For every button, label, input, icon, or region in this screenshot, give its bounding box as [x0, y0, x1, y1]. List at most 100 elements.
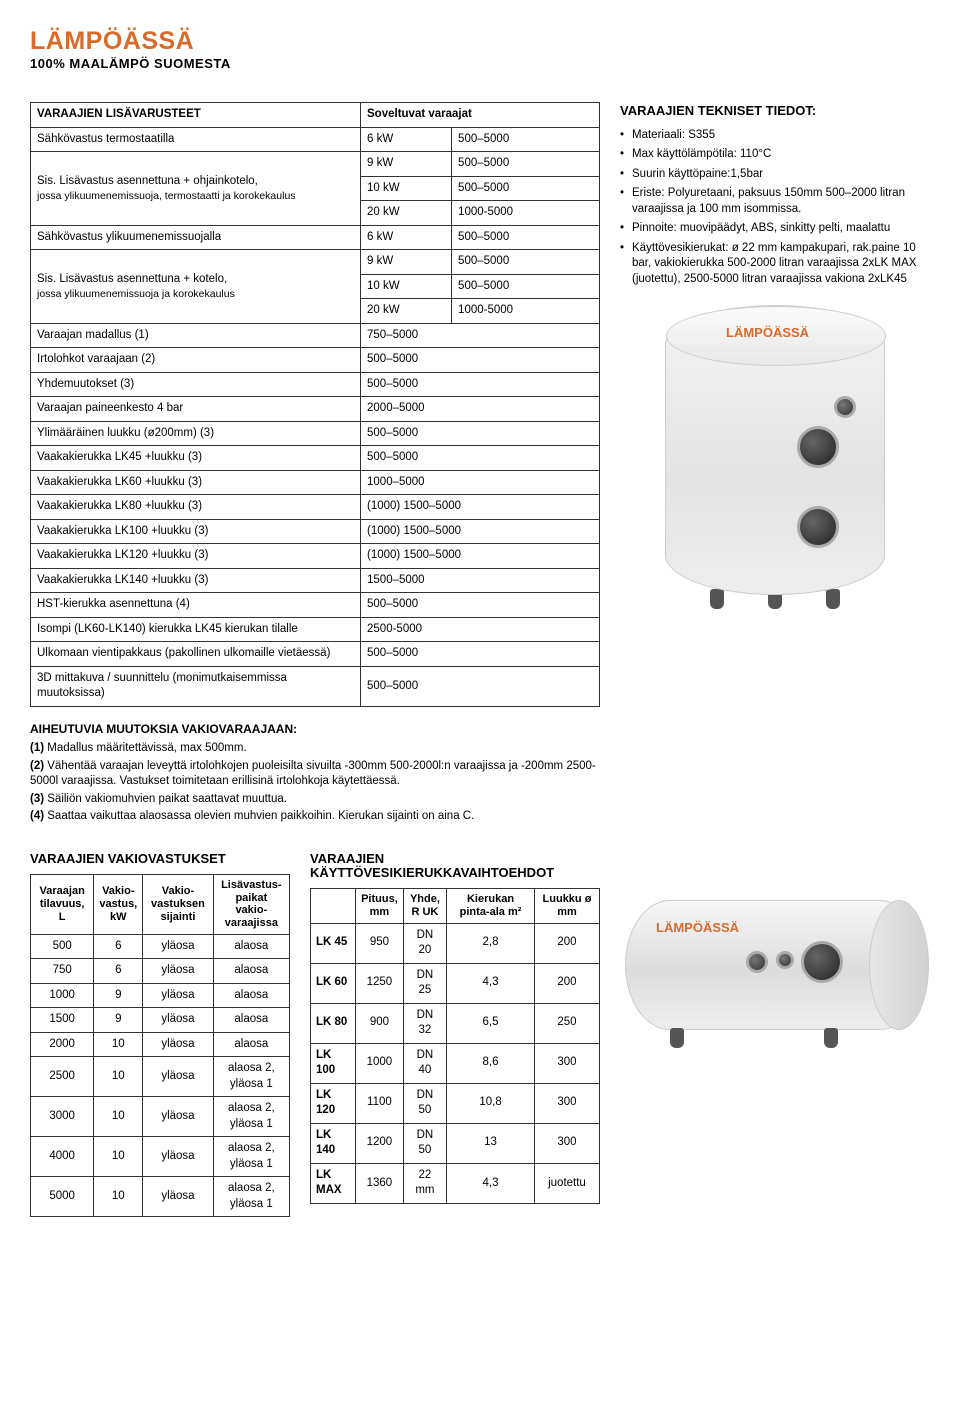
coils-cell: 1360: [356, 1163, 404, 1203]
accessory-label: Vaakakierukka LK80 +luukku (3): [31, 495, 361, 520]
coils-cell: 200: [534, 963, 599, 1003]
stdres-cell: yläosa: [143, 959, 213, 984]
coils-cell: 300: [534, 1123, 599, 1163]
stdres-cell: yläosa: [143, 1137, 213, 1177]
stdres-cell: 1500: [31, 1008, 94, 1033]
tank-h-port-2: [776, 951, 794, 969]
stdres-col: Varaajan tilavuus,L: [31, 875, 94, 935]
stdres-cell: yläosa: [143, 1097, 213, 1137]
coils-cell: LK 120: [311, 1083, 356, 1123]
accessory-kw: 9 kW: [361, 250, 452, 275]
accessory-kw: 9 kW: [361, 152, 452, 177]
stdres-row: 5006yläosaalaosa: [31, 934, 290, 959]
accessory-row: Vaakakierukka LK140 +luukku (3)1500–5000: [31, 568, 600, 593]
stdres-col: Lisävastus-paikat vakio-varaajissa: [213, 875, 289, 935]
stdres-cell: yläosa: [143, 1057, 213, 1097]
accessory-label: 3D mittakuva / suunnittelu (monimutkaise…: [31, 666, 361, 706]
stdres-cell: yläosa: [143, 934, 213, 959]
stdres-cell: 500: [31, 934, 94, 959]
coils-cell: 22 mm: [403, 1163, 446, 1203]
accessory-row: Vaakakierukka LK120 +luukku (3)(1000) 15…: [31, 544, 600, 569]
accessory-row: Vaakakierukka LK45 +luukku (3)500–5000: [31, 446, 600, 471]
stdres-cell: 6: [94, 959, 143, 984]
coils-cell: DN 40: [403, 1043, 446, 1083]
spec-item: Materiaali: S355: [620, 128, 930, 144]
stdres-row: 10009yläosaalaosa: [31, 983, 290, 1008]
coils-cell: 1250: [356, 963, 404, 1003]
coils-cell: LK 100: [311, 1043, 356, 1083]
coils-cell: LK 80: [311, 1003, 356, 1043]
accessory-label: Vaakakierukka LK100 +luukku (3): [31, 519, 361, 544]
coils-cell: 1200: [356, 1123, 404, 1163]
upper-section: VARAAJIEN LISÄVARUSTEET Soveltuvat varaa…: [30, 102, 930, 827]
tank-port-big-2: [797, 506, 839, 548]
coils-row: LK 1401200DN 5013300: [311, 1123, 600, 1163]
coils-row: LK 80900DN 326,5250: [311, 1003, 600, 1043]
stdres-row: 250010yläosaalaosa 2, yläosa 1: [31, 1057, 290, 1097]
accessory-row: Ylimääräinen luukku (ø200mm) (3)500–5000: [31, 421, 600, 446]
std-resistors-column: VARAAJIEN VAKIOVASTUKSET Varaajan tilavu…: [30, 852, 290, 1218]
coils-cell: LK 45: [311, 923, 356, 963]
accessory-row: Varaajan madallus (1)750–5000: [31, 323, 600, 348]
accessory-label: Vaakakierukka LK45 +luukku (3): [31, 446, 361, 471]
accessory-kw: 6 kW: [361, 225, 452, 250]
tank-brand: LÄMPÖÄSSÄ: [726, 324, 809, 342]
accessory-row: Varaajan paineenkesto 4 bar2000–5000: [31, 397, 600, 422]
accessory-value: 750–5000: [361, 323, 600, 348]
accessory-range: 500–5000: [452, 225, 600, 250]
spec-list: Materiaali: S355Max käyttölämpötila: 110…: [620, 128, 930, 288]
coils-col: [311, 889, 356, 923]
stdres-cell: alaosa 2, yläosa 1: [213, 1097, 289, 1137]
accessory-row: Yhdemuutokset (3)500–5000: [31, 372, 600, 397]
note-line: (1) Madallus määritettävissä, max 500mm.: [30, 741, 600, 757]
tank-vertical-graphic: LÄMPÖÄSSÄ: [665, 305, 885, 609]
coils-cell: 13: [447, 1123, 535, 1163]
stdres-cell: 750: [31, 959, 94, 984]
accessory-value: 500–5000: [361, 446, 600, 471]
coils-table: Pituus,mmYhde,R UKKierukan pinta-ala m²L…: [310, 888, 600, 1204]
stdres-row: 500010yläosaalaosa 2, yläosa 1: [31, 1177, 290, 1217]
lower-section: VARAAJIEN VAKIOVASTUKSET Varaajan tilavu…: [30, 852, 930, 1218]
accessory-value: (1000) 1500–5000: [361, 544, 600, 569]
accessory-label: Sis. Lisävastus asennettuna + ohjainkote…: [31, 152, 361, 226]
coils-cell: LK MAX: [311, 1163, 356, 1203]
accessory-value: 500–5000: [361, 666, 600, 706]
accessory-kw: 10 kW: [361, 274, 452, 299]
accessory-row: HST-kierukka asennettuna (4)500–5000: [31, 593, 600, 618]
accessory-row: Sis. Lisävastus asennettuna + kotelo,jos…: [31, 250, 600, 275]
stdres-col: Vakio-vastuksen sijainti: [143, 875, 213, 935]
spec-item: Suurin käyttöpaine:1,5bar: [620, 167, 930, 183]
notes-title: AIHEUTUVIA MUUTOKSIA VAKIOVARAAJAAN:: [30, 721, 600, 737]
stdres-cell: 3000: [31, 1097, 94, 1137]
accessory-label: Varaajan madallus (1): [31, 323, 361, 348]
tank-h-brand: LÄMPÖÄSSÄ: [656, 919, 739, 937]
coils-title: VARAAJIEN KÄYTTÖVESIKIERUKKAVAIHTOEHDOT: [310, 852, 600, 881]
accessory-kw: 6 kW: [361, 127, 452, 152]
brand-sub: 100% MAALÄMPÖ SUOMESTA: [30, 55, 930, 73]
accessory-label: Vaakakierukka LK140 +luukku (3): [31, 568, 361, 593]
coils-cell: DN 50: [403, 1123, 446, 1163]
coils-cell: 950: [356, 923, 404, 963]
accessory-row: Ulkomaan vientipakkaus (pakollinen ulkom…: [31, 642, 600, 667]
coils-cell: 4,3: [447, 1163, 535, 1203]
accessory-label: Varaajan paineenkesto 4 bar: [31, 397, 361, 422]
note-line: (3) Säiliön vakiomuhvien paikat saattava…: [30, 792, 600, 808]
brand-block: LÄMPÖÄSSÄ 100% MAALÄMPÖ SUOMESTA: [30, 30, 930, 72]
coils-cell: 300: [534, 1043, 599, 1083]
note-line: (4) Saattaa vaikuttaa alaosassa olevien …: [30, 809, 600, 825]
accessory-value: 500–5000: [361, 593, 600, 618]
stdres-cell: 10: [94, 1057, 143, 1097]
coils-cell: 10,8: [447, 1083, 535, 1123]
tank-h-endcap: [869, 900, 929, 1030]
th-suitable: Soveltuvat varaajat: [361, 103, 600, 128]
accessory-value: 500–5000: [361, 421, 600, 446]
accessory-row: Sähkövastus ylikuumenemissuojalla6 kW500…: [31, 225, 600, 250]
accessory-kw: 10 kW: [361, 176, 452, 201]
accessory-label: Ylimääräinen luukku (ø200mm) (3): [31, 421, 361, 446]
coils-cell: 1100: [356, 1083, 404, 1123]
accessory-range: 500–5000: [452, 152, 600, 177]
accessory-row: Isompi (LK60-LK140) kierukka LK45 kieruk…: [31, 617, 600, 642]
stdres-cell: alaosa: [213, 1008, 289, 1033]
tank-h-feet: [670, 1028, 838, 1048]
coils-cell: DN 25: [403, 963, 446, 1003]
